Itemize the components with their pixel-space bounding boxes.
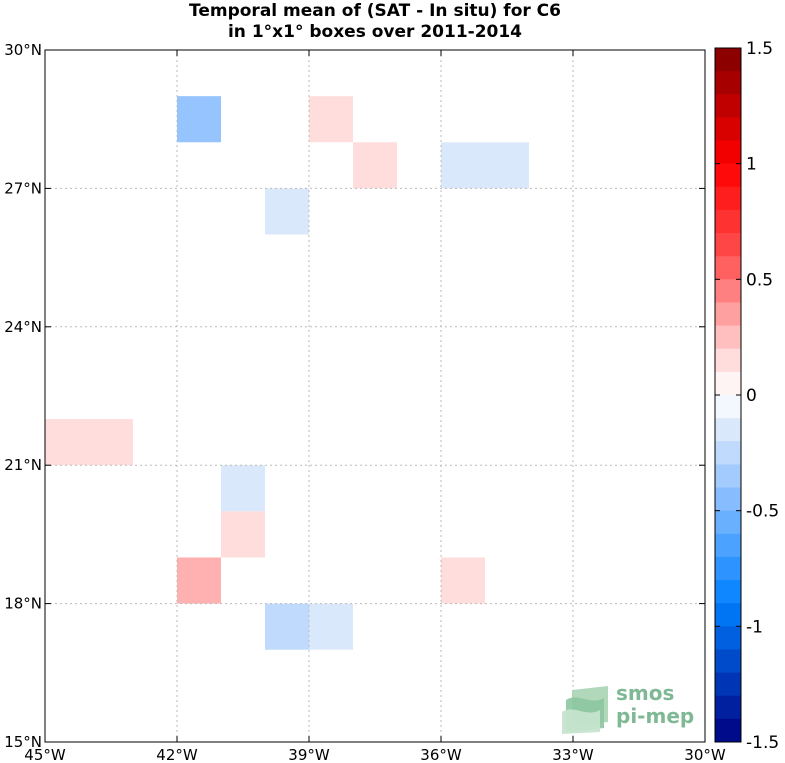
colorbar-band [715,418,741,442]
logo-waves-icon [562,686,608,734]
heatmap-cell [309,96,353,143]
colorbar-band [715,603,741,627]
y-tick-label: 24°N [4,318,42,336]
colorbar-band [715,626,741,650]
colorbar-band [715,117,741,142]
colorbar-band [715,672,741,697]
colorbar-band [715,441,741,465]
y-tick-label: 27°N [4,179,42,197]
heatmap-cell [353,142,397,189]
colorbar-tick-label: -1.5 [746,733,779,753]
y-tick-label: 15°N [4,733,42,751]
colorbar-band [715,649,741,674]
data-cells [45,96,529,650]
colorbar-band [715,487,741,512]
heatmap-cell [221,511,265,558]
colorbar-band [715,302,741,327]
colorbar-tick-label: -1 [746,617,763,637]
colorbar-band [715,348,741,373]
heatmap-cell [89,419,133,466]
colorbar-tick-label: 1 [746,155,757,175]
x-tick-label: 30°W [684,746,726,763]
x-tick-label: 33°W [552,746,594,763]
y-tick-label: 21°N [4,456,42,474]
heatmap-cell [265,603,309,650]
colorbar-band [715,71,741,95]
x-tick-label: 42°W [156,746,198,763]
colorbar-band [715,556,741,581]
heatmap-cell [221,465,265,512]
colorbar-band [715,371,741,396]
colorbar-band [715,718,741,743]
smos-pi-mep-logo: smos pi-mep [562,681,694,734]
y-tick-label: 30°N [4,41,42,59]
x-tick-label: 39°W [288,746,330,763]
colorbar-band [715,580,741,604]
colorbar-band [715,163,741,188]
colorbar: 1.5 1 0.5 0 -0.5 -1 -1.5 [714,39,779,753]
heatmap-cell [45,419,89,466]
colorbar-band [715,209,741,234]
colorbar-band [715,464,741,489]
heatmap-cell [177,96,221,143]
chart-subtitle: in 1°x1° boxes over 2011-2014 [227,22,523,42]
chart-title: Temporal mean of (SAT - In situ) for C6 [189,1,561,21]
colorbar-band [715,325,741,350]
colorbar-band [715,510,741,535]
colorbar-band [715,94,741,118]
colorbar-band [715,279,741,303]
x-tick-label: 36°W [420,746,462,763]
heatmap-cell [177,557,221,604]
colorbar-band [715,186,741,211]
colorbar-tick-label: 0 [746,386,757,406]
plot-frame [44,49,706,743]
heatmap-cell [441,142,485,189]
y-tick-label: 18°N [4,595,42,613]
heatmap-cell [309,603,353,650]
logo-line1: smos [616,681,674,705]
heatmap-cell [265,188,309,235]
colorbar-tick-label: 0.5 [746,270,773,290]
axis-ticks: 45°W 42°W 39°W 36°W 33°W 30°W 30°N 27°N 24°N 21°N… [4,41,726,763]
colorbar-tick-label: 1.5 [746,39,773,59]
x-tick-label: 45°W [24,746,66,763]
colorbar-tick-label: -0.5 [746,502,779,522]
colorbar-band [715,233,741,257]
gridlines [45,50,705,742]
logo-line2: pi-mep [616,704,694,728]
colorbar-band [715,695,741,720]
colorbar-band [715,533,741,558]
colorbar-band [715,395,741,419]
colorbar-band [715,140,741,165]
colorbar-band [715,48,741,72]
heatmap-cell [485,142,529,189]
colorbar-band [715,256,741,280]
heatmap-cell [441,557,485,604]
